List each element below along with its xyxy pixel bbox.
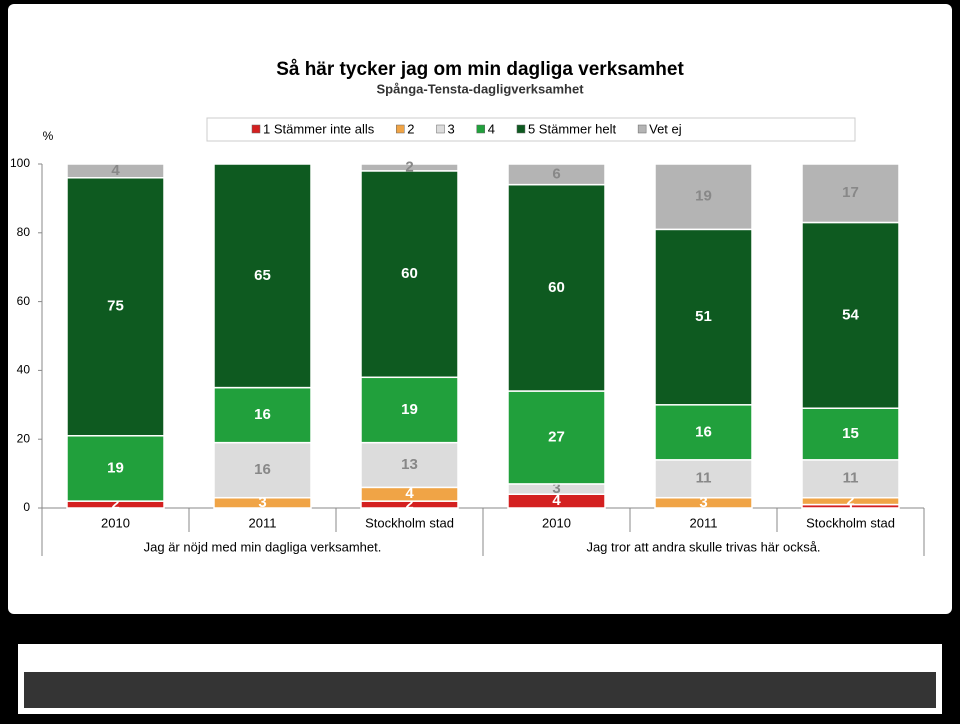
legend-swatch — [637, 124, 647, 134]
data-label: 19 — [695, 188, 712, 205]
x-tick-label: 2010 — [101, 515, 130, 530]
bar-segment — [213, 386, 312, 444]
bar-segment — [801, 163, 900, 224]
x-tick-label: Stockholm stad — [365, 515, 454, 530]
data-label: 11 — [696, 470, 712, 487]
data-label: 54 — [842, 306, 859, 323]
legend-box — [206, 117, 856, 142]
data-label: 4 — [405, 485, 414, 502]
legend-swatch — [516, 124, 526, 134]
y-tick-label: 60 — [17, 294, 31, 308]
group-label: Jag tror att andra skulle trivas här ock… — [586, 539, 820, 554]
data-label: 2 — [405, 496, 413, 513]
bar-segment — [654, 404, 753, 461]
data-label: 19 — [401, 401, 418, 418]
data-label: 11 — [843, 470, 859, 487]
bar-segment — [66, 163, 165, 179]
data-label: 1 — [846, 497, 854, 514]
bar-segment — [507, 163, 606, 186]
bar-segment — [360, 163, 459, 172]
bar-segment — [360, 170, 459, 379]
bar-segment — [654, 228, 753, 406]
legend-swatch — [396, 124, 405, 134]
chart-title: Så här tycker jag om min dagliga verksam… — [276, 59, 684, 80]
bar-segment — [66, 177, 165, 437]
x-tick-label: 2011 — [690, 515, 718, 530]
bar-segment — [507, 390, 606, 485]
data-label: 2 — [405, 158, 413, 175]
data-label: 2 — [846, 492, 854, 509]
legend-swatch — [476, 124, 485, 134]
legend-label: Vet ej — [649, 121, 682, 136]
data-label: 2 — [111, 496, 119, 513]
bar-segment — [654, 459, 753, 499]
data-label: 4 — [111, 162, 120, 179]
data-label: 3 — [258, 494, 266, 511]
data-label: 16 — [254, 461, 271, 478]
data-label: 17 — [842, 184, 859, 201]
data-label: 27 — [548, 428, 565, 445]
x-tick-label: 2010 — [542, 515, 571, 530]
data-label: 16 — [254, 406, 271, 423]
data-label: 3 — [699, 494, 707, 511]
data-label: 15 — [842, 425, 859, 442]
bar-segment — [507, 183, 606, 392]
data-label: 4 — [552, 492, 561, 509]
legend-label: 1 Stämmer inte alls — [263, 121, 375, 136]
data-label: 65 — [254, 267, 271, 284]
chart-subtitle: Spånga-Tensta-dagligverksamhet — [376, 81, 584, 96]
bar-segment — [654, 163, 753, 231]
y-tick-label: 20 — [17, 431, 31, 445]
data-label: 13 — [401, 456, 418, 473]
bar-segment — [801, 221, 900, 409]
legend-label: 5 Stämmer helt — [528, 121, 617, 136]
data-label: 60 — [548, 279, 565, 296]
legend-label: 4 — [488, 121, 495, 136]
bar-segment — [213, 163, 312, 389]
y-tick-label: 0 — [23, 500, 30, 514]
group-label: Jag är nöjd med min dagliga verksamhet. — [144, 539, 382, 554]
data-label: 60 — [401, 265, 418, 282]
y-tick-label: 100 — [10, 156, 30, 170]
legend-label: 3 — [448, 121, 455, 136]
y-tick-label: 40 — [17, 363, 31, 377]
data-label: 19 — [107, 459, 124, 476]
legend-label: 2 — [407, 121, 414, 136]
y-tick-label: 80 — [17, 225, 31, 239]
bar-segment — [360, 376, 459, 444]
data-label: 51 — [695, 308, 712, 325]
data-label: 3 — [552, 480, 560, 497]
legend-swatch — [436, 124, 445, 134]
y-axis-label: % — [43, 129, 54, 143]
bar-segment — [801, 407, 900, 461]
data-label: 75 — [107, 298, 124, 315]
data-label: 16 — [695, 423, 712, 440]
bar-segment — [360, 441, 459, 489]
x-tick-label: Stockholm stad — [806, 515, 895, 530]
silhouettes — [24, 672, 936, 708]
bar-segment — [213, 441, 312, 499]
data-label: 6 — [552, 165, 560, 182]
x-tick-label: 2011 — [249, 515, 277, 530]
legend-swatch — [251, 124, 261, 134]
